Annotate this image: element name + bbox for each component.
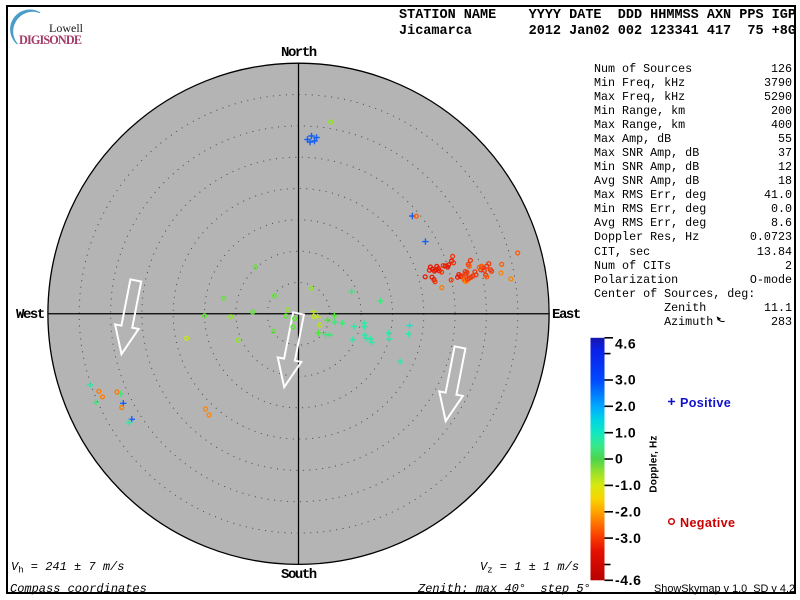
svg-text:-2.0: -2.0 <box>615 504 642 520</box>
svg-text:3.0: 3.0 <box>615 372 636 388</box>
svg-text:1.0: 1.0 <box>615 424 636 440</box>
svg-text:-3.0: -3.0 <box>615 530 642 546</box>
svg-text:-1.0: -1.0 <box>615 477 642 493</box>
svg-text:0: 0 <box>615 451 623 467</box>
svg-text:Doppler, Hz: Doppler, Hz <box>649 435 660 492</box>
svg-text:4.6: 4.6 <box>615 336 636 352</box>
svg-text:-4.6: -4.6 <box>615 572 642 588</box>
svg-text:2.0: 2.0 <box>615 398 636 414</box>
svg-text:Positive: Positive <box>680 396 731 410</box>
svg-text:Negative: Negative <box>680 516 735 530</box>
